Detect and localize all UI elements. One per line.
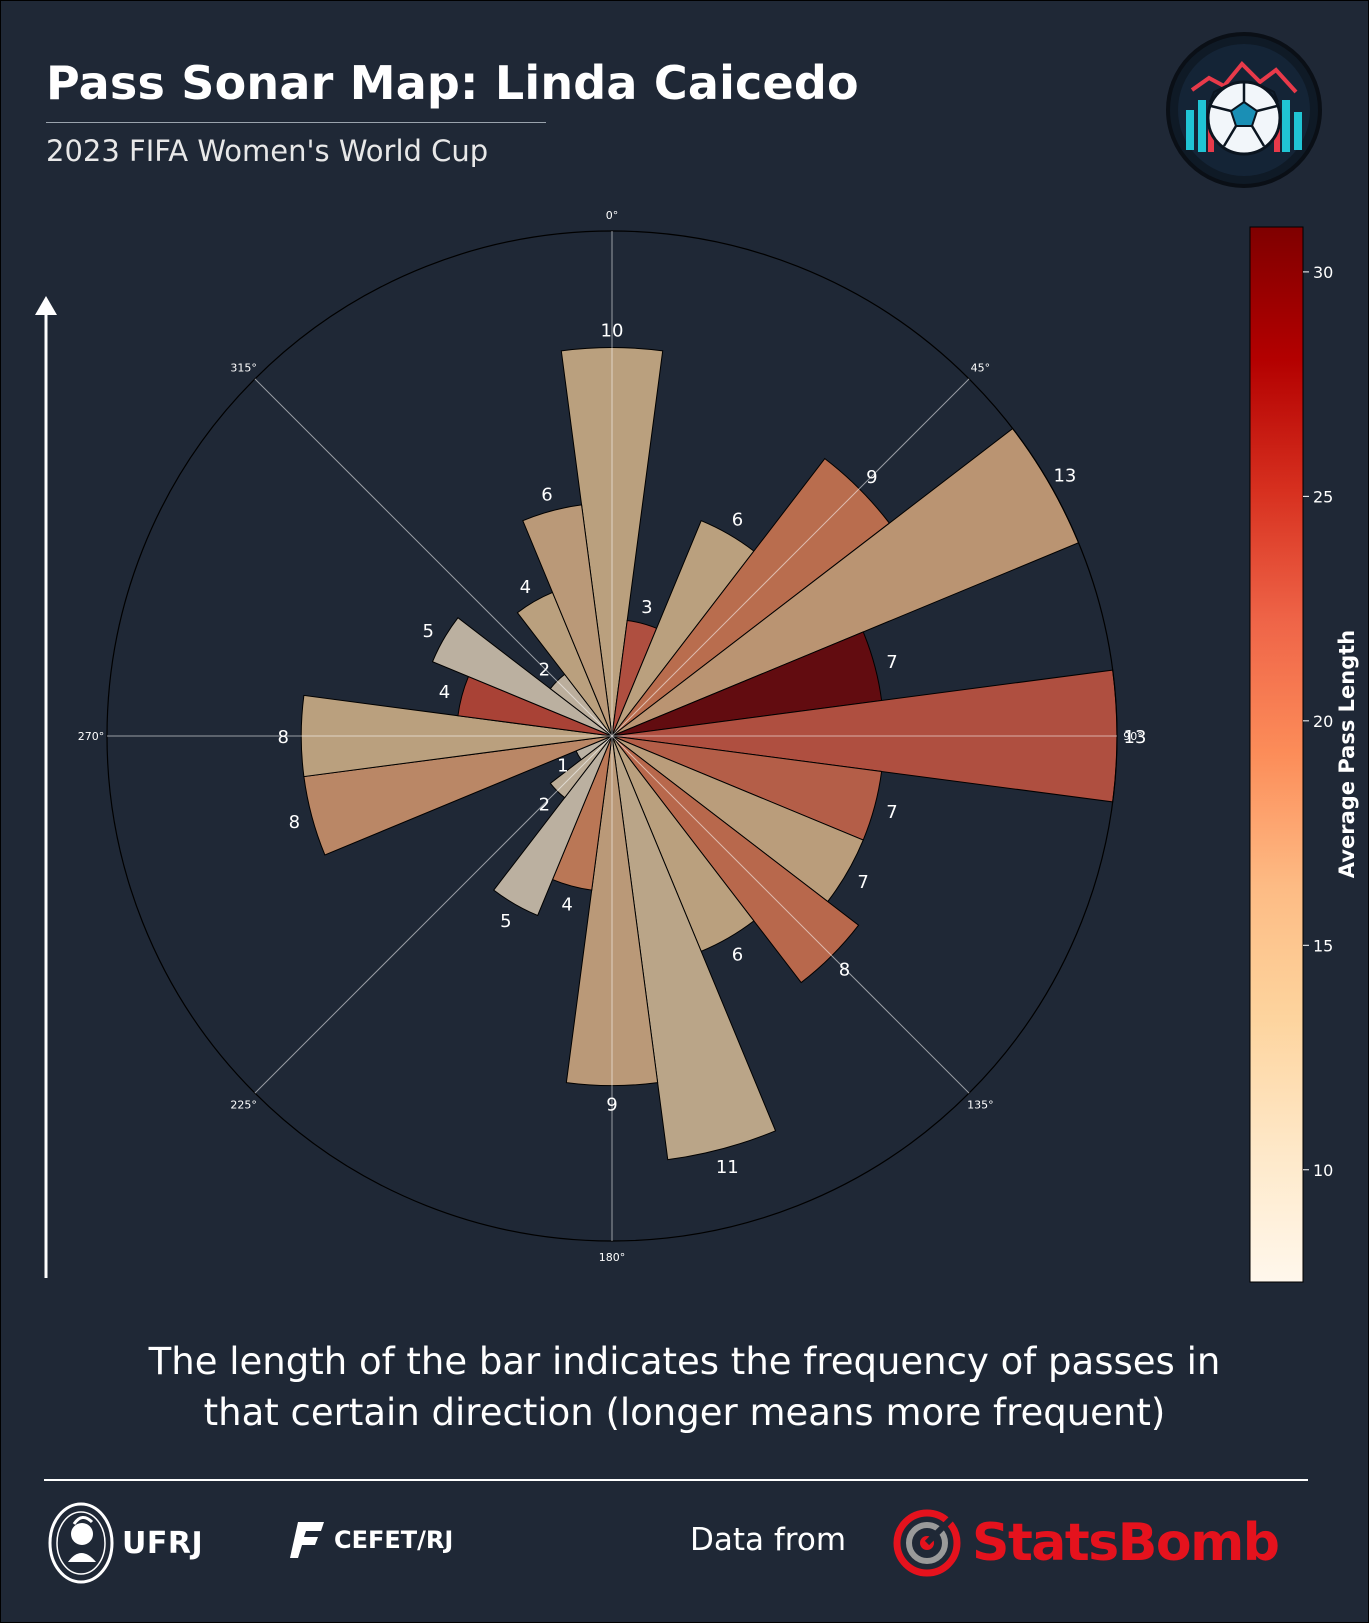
angle-tick-label-180: 180°: [599, 1251, 626, 1264]
count-label-45: 9: [866, 467, 877, 488]
count-label-210: 5: [500, 911, 511, 932]
chart-caption: The length of the bar indicates the freq…: [0, 1336, 1369, 1438]
sonar-bar-165: [611, 735, 777, 1161]
angle-labels-group: 0° 45° 90° 135° 180° 225° 270° 315°: [78, 209, 1143, 1264]
count-label-180: 9: [606, 1095, 617, 1116]
count-label-30: 6: [732, 510, 743, 531]
statsbomb-logo: StatsBomb: [892, 1508, 1280, 1578]
angle-gridline-315: [254, 378, 613, 737]
footer-divider: [44, 1479, 1308, 1481]
count-label-300: 5: [422, 621, 433, 642]
count-label-225: 2: [539, 795, 550, 816]
angle-tick-label-225: 225°: [230, 1098, 257, 1111]
page-subtitle: 2023 FIFA Women's World Cup: [46, 134, 489, 168]
count-label-270: 8: [277, 727, 288, 748]
sonar-bar-300: [431, 617, 613, 737]
statsbomb-label: StatsBomb: [972, 1513, 1280, 1573]
data-from-label: Data from: [690, 1522, 847, 1558]
angle-tick-label-315: 315°: [230, 362, 257, 375]
angle-gridline-225: [254, 735, 613, 1094]
count-label-15: 3: [641, 597, 652, 618]
count-label-0: 10: [601, 321, 624, 342]
direction-arrow-icon: [35, 296, 57, 1278]
colorbar-gradient: [1249, 226, 1304, 1283]
colorbar-tick-label-15: 15: [1313, 936, 1333, 955]
title-divider: [46, 122, 546, 123]
angle-tick-label-135: 135°: [967, 1098, 994, 1111]
count-label-120: 7: [857, 872, 868, 893]
sonar-bar-210: [493, 735, 613, 917]
count-label-195: 4: [561, 895, 572, 916]
count-label-255: 8: [289, 812, 300, 833]
angle-gridline-45: [611, 378, 970, 737]
count-label-240: 1: [557, 755, 568, 776]
angle-tick-label-270: 270°: [78, 730, 105, 743]
ufrj-logo: UFRJ: [46, 1500, 203, 1586]
polar-grid: [106, 230, 1118, 1242]
colorbar-tick-label-30: 30: [1313, 263, 1333, 282]
football-logo-icon: [1166, 32, 1322, 188]
colorbar-label: Average Pass Length: [1335, 630, 1359, 878]
colorbar-tick-label-25: 25: [1313, 487, 1333, 506]
caption-line-2: that certain direction (longer means mor…: [203, 1391, 1166, 1434]
count-label-285: 4: [439, 682, 450, 703]
colorbar-tick-label-20: 20: [1313, 712, 1333, 731]
count-label-105: 7: [886, 802, 897, 823]
count-label-315: 2: [539, 659, 550, 680]
count-label-75: 7: [886, 652, 897, 673]
statsbomb-target-icon: [893, 1509, 961, 1577]
count-label-165: 11: [716, 1157, 739, 1178]
page-title: Pass Sonar Map: Linda Caicedo: [46, 56, 859, 110]
count-label-60: 13: [1053, 466, 1076, 487]
angle-gridline-135: [611, 735, 970, 1094]
colorbar-ticks: 10 15 20 25 30: [1303, 263, 1333, 1180]
angle-tick-label-45: 45°: [971, 362, 991, 375]
angle-tick-label-90: 90°: [1123, 730, 1143, 743]
ufrj-label: UFRJ: [122, 1525, 204, 1561]
cefet-logo: CEFET/RJ: [290, 1520, 453, 1560]
count-label-345: 6: [541, 485, 552, 506]
angle-tick-label-0: 0°: [606, 209, 619, 222]
cefet-logo-icon: [290, 1522, 324, 1558]
bars-group: [300, 347, 1118, 1161]
cefet-label: CEFET/RJ: [334, 1526, 454, 1554]
sonar-bar-345: [522, 504, 613, 737]
colorbar: 10 15 20 25 30 Average Pass Length: [1249, 226, 1359, 1283]
caption-line-1: The length of the bar indicates the freq…: [148, 1340, 1221, 1383]
ufrj-seal-icon: [48, 1502, 114, 1584]
colorbar-tick-label-10: 10: [1313, 1161, 1333, 1180]
count-label-90: 13: [1124, 727, 1147, 748]
count-label-150: 6: [732, 944, 743, 965]
count-label-330: 4: [520, 577, 531, 598]
count-label-135: 8: [839, 960, 850, 981]
